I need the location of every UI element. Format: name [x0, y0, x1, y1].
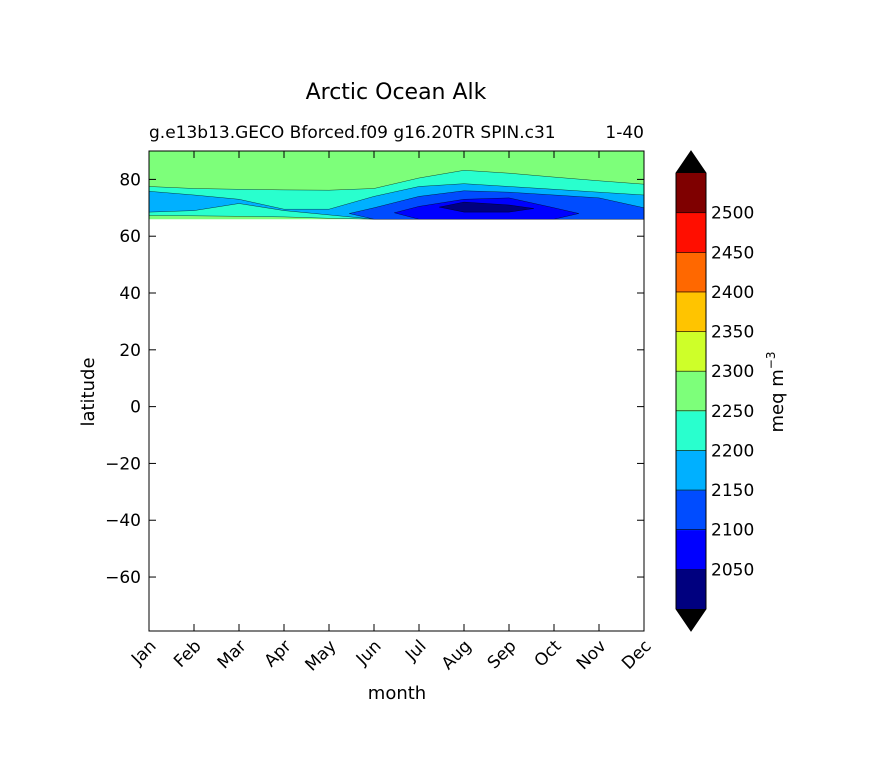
colorbar-segment-2000: [676, 569, 706, 610]
colorbar-label: meq m−3: [764, 352, 788, 433]
colorbar-extend-high: [676, 151, 706, 173]
colorbar-tick-label: 2200: [711, 441, 754, 461]
colorbar-tick-label: 2450: [711, 243, 754, 263]
y-tick-label: 60: [119, 227, 141, 247]
y-axis-label: latitude: [78, 357, 99, 426]
colorbar-tick-label: 2350: [711, 323, 754, 343]
contour-band-2000: [439, 201, 534, 213]
colorbar-tick-label: 2100: [711, 521, 754, 541]
colorbar-tick-label: 2050: [711, 560, 754, 580]
colorbar-segment-2250: [676, 371, 706, 412]
y-axis-ticks: 80 60 40 20 0 −20 −40 −60: [105, 170, 644, 588]
colorbar-segment-2200: [676, 410, 706, 451]
colorbar-tick-label: 2150: [711, 481, 754, 501]
y-tick-label: 0: [130, 398, 141, 418]
colorbar-tick-label: 2300: [711, 362, 754, 382]
colorbar-tick-label: 2500: [711, 204, 754, 224]
colorbar-segment-2400: [676, 252, 706, 293]
colorbar-outline: [675, 150, 707, 632]
plot-area-background: [149, 151, 644, 631]
colorbar-segment-2100: [676, 490, 706, 531]
colorbar: 2050 2100 2150 2200 2250 2300 2350 2400 2450 2500: [675, 150, 754, 632]
colorbar-tick-label: 2400: [711, 283, 754, 303]
chart-subtitle-left: g.e13b13.GECO Bforced.f09 g16.20TR SPIN.…: [149, 123, 556, 143]
x-axis-label: month: [368, 683, 426, 704]
y-tick-label: 20: [119, 341, 141, 361]
colorbar-segment-2500: [676, 173, 706, 214]
colorbar-segment-2150: [676, 450, 706, 491]
chart-subtitle-right: 1-40: [605, 123, 644, 143]
y-tick-label: 80: [119, 170, 141, 190]
colorbar-tick-label: 2250: [711, 402, 754, 422]
colorbar-label-unit: meq m: [767, 369, 788, 432]
colorbar-label-exponent: −3: [764, 352, 778, 370]
colorbar-segment-2350: [676, 291, 706, 333]
colorbar-segment-2050: [676, 529, 706, 570]
colorbar-segment-2300: [676, 331, 706, 372]
chart-title: Arctic Ocean Alk: [306, 80, 487, 105]
colorbar-extend-low: [676, 609, 706, 631]
colorbar-segment-2450: [676, 212, 706, 253]
y-tick-label: 40: [119, 284, 141, 304]
y-tick-label: −40: [105, 511, 141, 531]
y-tick-label: −60: [105, 568, 141, 588]
y-tick-label: −20: [105, 454, 141, 474]
contour-bands: [149, 151, 644, 220]
plot-frame: [148, 150, 645, 632]
